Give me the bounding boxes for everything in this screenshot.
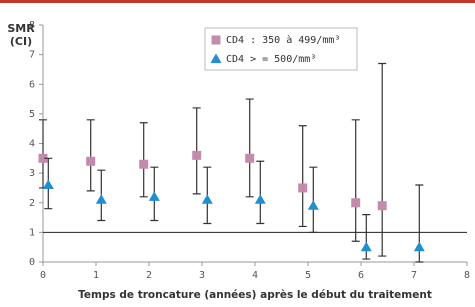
y-tick-label: 0 (29, 257, 35, 268)
error-bar (256, 160, 265, 225)
point (139, 159, 149, 169)
x-tick-label: 6 (358, 270, 364, 281)
x-tick-label: 3 (199, 270, 205, 281)
point (148, 191, 160, 201)
x-label: Temps de troncature (années) après le dé… (78, 289, 432, 301)
y-label: (CI) (10, 35, 32, 48)
y-label: SMR (7, 22, 35, 35)
point (42, 179, 54, 189)
x-tick-label: 8 (464, 270, 470, 281)
y-tick-label: 2 (29, 198, 35, 209)
point (192, 150, 202, 160)
error-bar (245, 98, 254, 198)
point (245, 153, 255, 163)
error-bar (298, 125, 307, 228)
y-tick-label: 8 (29, 20, 35, 31)
error-bar (351, 119, 360, 242)
x-tick-label: 0 (40, 270, 46, 281)
legend-marker (211, 35, 221, 45)
point (298, 183, 308, 193)
point (86, 156, 96, 166)
legend-marker (210, 53, 222, 63)
point (95, 194, 107, 204)
legend-label: CD4 > = 500/mm³ (226, 54, 316, 65)
x-tick-label: 1 (93, 270, 99, 281)
y-tick-label: 3 (29, 168, 35, 179)
legend-box (204, 27, 358, 71)
point (307, 200, 319, 210)
y-tick-label: 4 (29, 139, 35, 150)
error-bar (378, 62, 387, 257)
x-tick-label: 7 (411, 270, 417, 281)
point (360, 241, 372, 252)
y-tick-label: 7 (29, 50, 35, 61)
error-bar (86, 119, 95, 192)
point (377, 201, 387, 211)
x-tick-label: 5 (305, 270, 311, 281)
x-tick-label: 2 (146, 270, 152, 281)
legend-label: CD4 : 350 à 499/mm³ (226, 34, 340, 46)
point (38, 153, 48, 163)
point (351, 198, 361, 208)
point (413, 241, 425, 252)
error-bar (362, 214, 371, 260)
point (254, 194, 266, 204)
error-bar (309, 166, 318, 233)
y-tick-label: 6 (29, 79, 35, 90)
y-tick-label: 1 (29, 227, 35, 238)
point (201, 194, 213, 204)
y-tick-label: 5 (29, 109, 35, 120)
x-tick-label: 4 (252, 270, 258, 281)
